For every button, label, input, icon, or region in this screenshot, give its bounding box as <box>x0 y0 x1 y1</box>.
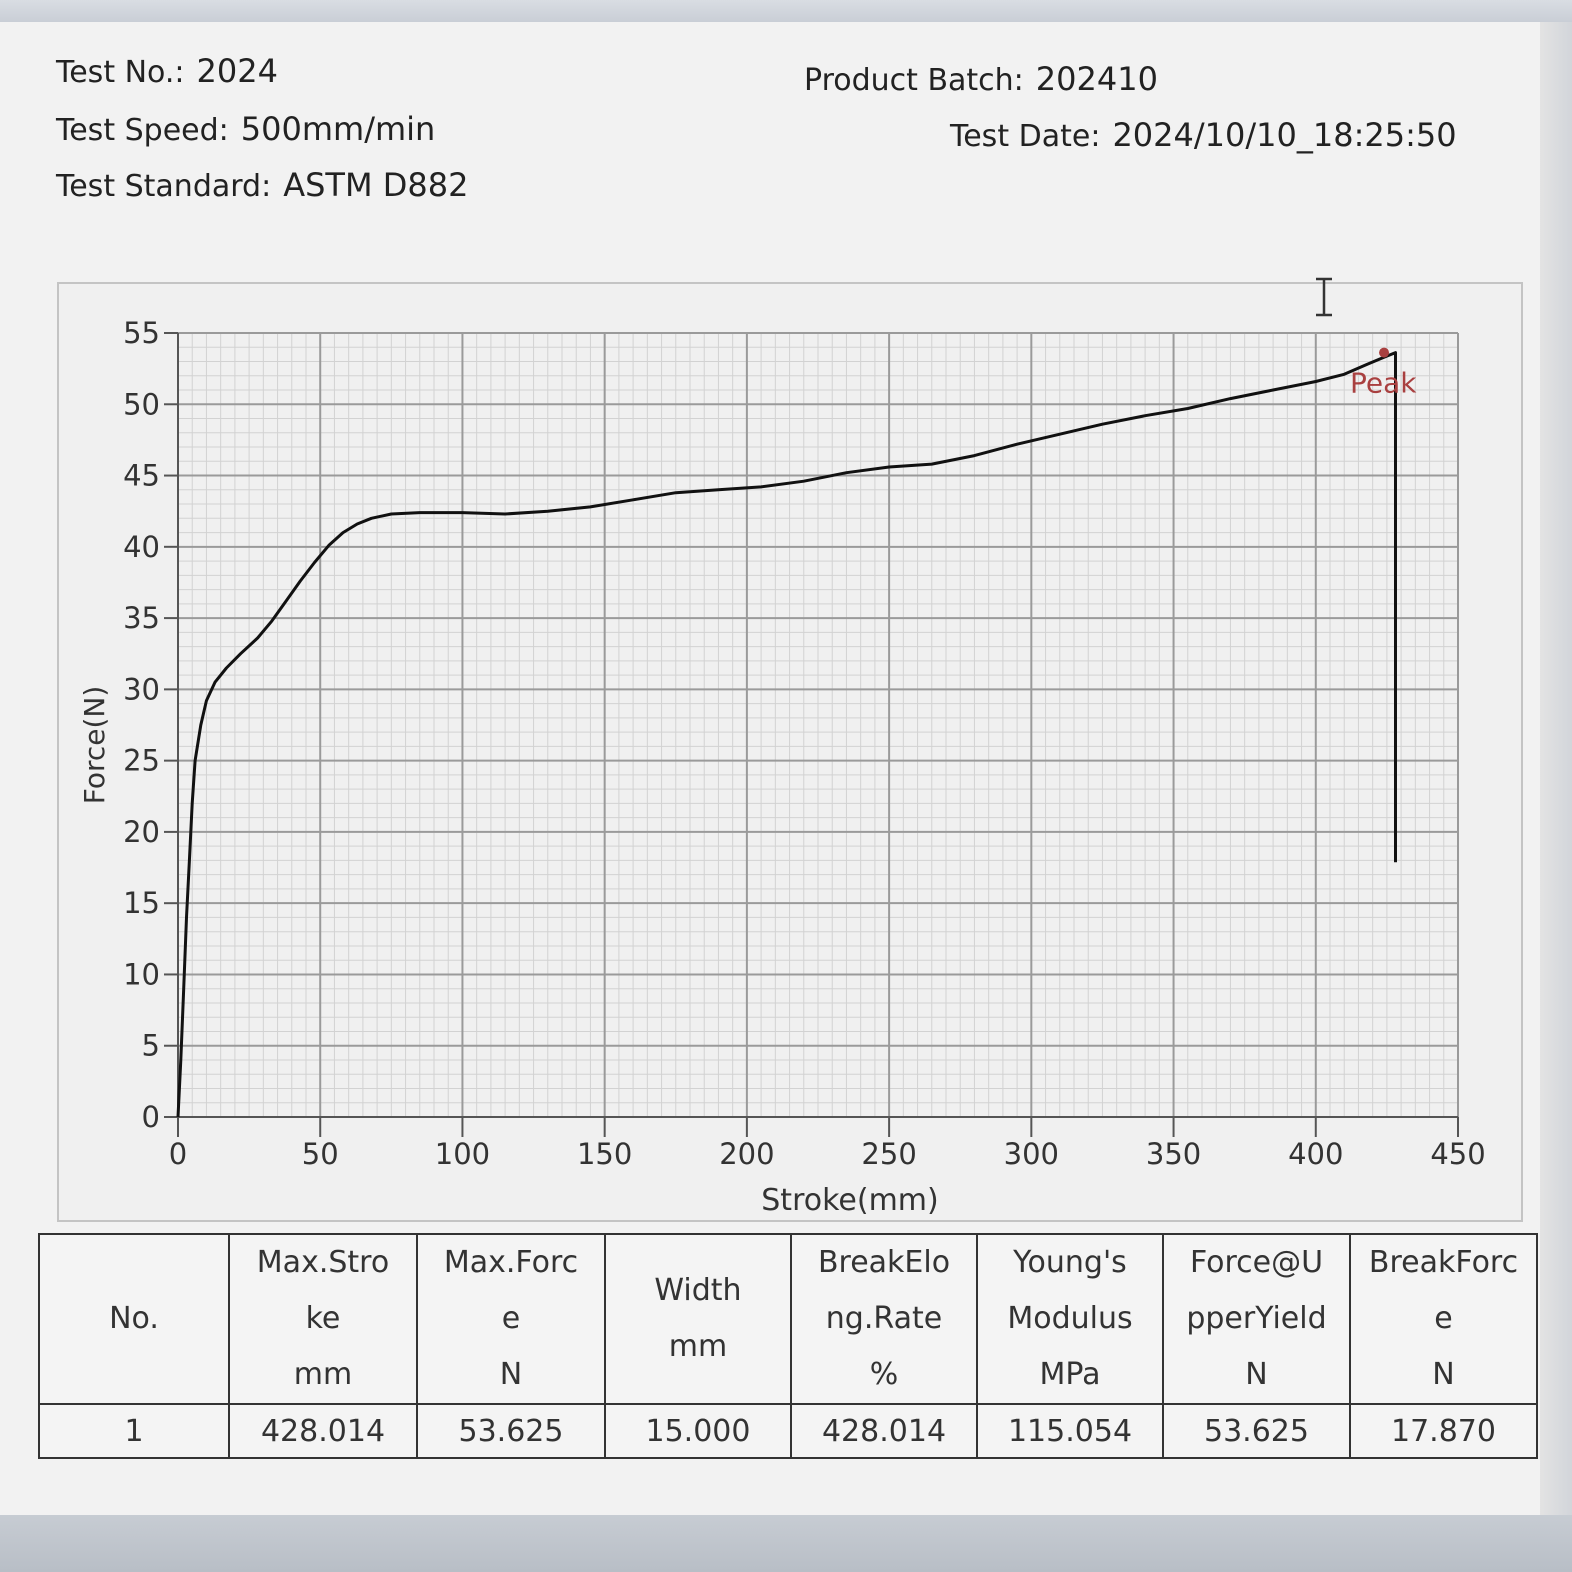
peak-label: Peak <box>1350 367 1417 400</box>
test-speed-label: Test Speed: <box>56 113 229 148</box>
test-no-value: 2024 <box>196 52 278 90</box>
header-cell-line: No. <box>109 1301 159 1336</box>
header-cell: BreakForc e N <box>1349 1233 1538 1405</box>
chart-axes <box>177 333 1458 1118</box>
header-cell-line: Width <box>654 1273 742 1308</box>
table-cell: 15.000 <box>604 1403 792 1459</box>
y-tick-label: 30 <box>123 672 160 706</box>
force-stroke-chart: 0 50 100 150 200 250 300 350 400 450 0 5 10 15 20 25 30 3… <box>57 277 1523 1222</box>
x-tick-label: 200 <box>719 1137 774 1171</box>
header-cell: No. <box>38 1233 230 1405</box>
header-cell-line: Modulus <box>1007 1301 1133 1336</box>
header-cell: Width mm <box>604 1233 792 1405</box>
series-line <box>176 351 1397 1118</box>
header-cell-line: mm <box>668 1329 728 1364</box>
x-tick-label: 400 <box>1288 1137 1343 1171</box>
x-tick-label: 450 <box>1430 1137 1485 1171</box>
header-cell: Force@U pperYield N <box>1162 1233 1351 1405</box>
header-cell-line: ke <box>305 1301 341 1336</box>
table-header-row: No. Max.Stro ke mm Max.Forc e N Width mm BreakElo… <box>38 1233 1538 1405</box>
y-tick-label: 20 <box>123 815 160 849</box>
results-table: No. Max.Stro ke mm Max.Forc e N Width mm BreakElo… <box>38 1233 1538 1459</box>
y-tick-label: 35 <box>123 601 160 635</box>
header-cell: Young's Modulus MPa <box>976 1233 1164 1405</box>
y-tick-label: 10 <box>123 957 160 991</box>
x-tick-label: 300 <box>1004 1137 1059 1171</box>
y-tick-label: 45 <box>123 459 160 493</box>
header-cell-line: mm <box>293 1357 353 1392</box>
test-date-value: 2024/10/10_18:25:50 <box>1112 116 1457 154</box>
header-cell-line: N <box>1245 1357 1268 1392</box>
x-tick-label: 50 <box>302 1137 339 1171</box>
header-cell: BreakElo ng.Rate% <box>790 1233 978 1405</box>
table-cell: 53.625 <box>416 1403 606 1459</box>
header-cell: Max.Forc e N <box>416 1233 606 1405</box>
header-cell-line: e <box>501 1301 521 1336</box>
table-cell: 428.014 <box>228 1403 418 1459</box>
annotation-group: Peak <box>1350 347 1417 400</box>
header-cell: Max.Stro ke mm <box>228 1233 418 1405</box>
y-tick-label: 40 <box>123 530 160 564</box>
table-body: 1 428.014 53.625 15.000 428.014 115.054 53.625… <box>38 1403 1538 1459</box>
y-tick-label: 0 <box>142 1100 160 1134</box>
x-tick-label: 250 <box>861 1137 916 1171</box>
table-cell: 1 <box>38 1403 230 1459</box>
product-batch-info: Product Batch: 202410 <box>804 60 1158 98</box>
table-cell: 115.054 <box>976 1403 1164 1459</box>
test-date-label: Test Date: <box>950 119 1101 154</box>
product-batch-label: Product Batch: <box>804 63 1024 98</box>
y-tick-label: 15 <box>123 886 160 920</box>
table-cell: 17.870 <box>1349 1403 1538 1459</box>
header-cell-line: Young's <box>1013 1245 1127 1280</box>
test-date-info: Test Date: 2024/10/10_18:25:50 <box>950 116 1457 154</box>
window-right-edge <box>1540 22 1572 1515</box>
header-cell-line: N <box>499 1357 523 1392</box>
header-cell-line: Force@U <box>1189 1245 1324 1280</box>
y-tick-label: 55 <box>123 316 160 350</box>
text-cursor-icon <box>1316 277 1332 317</box>
x-tick-label: 150 <box>577 1137 632 1171</box>
x-axis-label: Stroke(mm) <box>761 1183 938 1218</box>
header-cell-line: N <box>1432 1357 1455 1392</box>
test-standard-value: ASTM D882 <box>283 166 469 204</box>
header-cell-line: Max.Stro <box>256 1245 390 1280</box>
axis-ticks: 0 50 100 150 200 250 300 350 400 450 0 5 10 15 20 25 30 3… <box>123 316 1486 1171</box>
header-cell-line: % <box>869 1357 899 1392</box>
x-tick-label: 100 <box>435 1137 490 1171</box>
header-cell-line: BreakForc <box>1368 1245 1519 1280</box>
test-no-info: Test No.: 2024 <box>56 52 278 90</box>
x-tick-label: 350 <box>1146 1137 1201 1171</box>
peak-marker <box>1379 347 1390 358</box>
grid-minor <box>178 333 1458 1117</box>
test-standard-label: Test Standard: <box>56 169 272 204</box>
header-cell-line: Max.Forc <box>443 1245 579 1280</box>
test-no-label: Test No.: <box>56 55 185 90</box>
y-axis-label: Force(N) <box>78 686 111 805</box>
y-tick-label: 5 <box>142 1029 160 1063</box>
table-row: 1 428.014 53.625 15.000 428.014 115.054 53.625… <box>38 1403 1538 1459</box>
x-tick-label: 0 <box>169 1137 187 1171</box>
test-speed-value: 500mm/min <box>240 110 436 148</box>
test-standard-info: Test Standard: ASTM D882 <box>56 166 468 204</box>
table-cell: 53.625 <box>1162 1403 1351 1459</box>
y-tick-label: 25 <box>123 744 160 778</box>
header-cell-line: e <box>1434 1301 1453 1336</box>
table-cell: 428.014 <box>790 1403 978 1459</box>
header-cell-line: MPa <box>1039 1357 1101 1392</box>
test-speed-info: Test Speed: 500mm/min <box>56 110 435 148</box>
window-bottom-strip <box>0 1515 1572 1572</box>
header-cell-line: pperYield <box>1186 1301 1327 1336</box>
series-group <box>176 351 1397 1118</box>
header-cell-line: BreakElo <box>817 1245 951 1280</box>
product-batch-value: 202410 <box>1035 60 1158 98</box>
y-tick-label: 50 <box>123 387 160 421</box>
header-cell-line: ng.Rate <box>825 1301 943 1336</box>
